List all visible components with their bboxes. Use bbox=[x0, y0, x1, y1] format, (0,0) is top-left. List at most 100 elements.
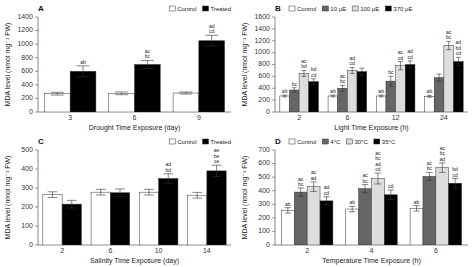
x-tick-label: 24 bbox=[440, 114, 448, 121]
bar bbox=[444, 46, 454, 113]
plot-marks bbox=[280, 41, 463, 112]
error-bar bbox=[427, 95, 432, 97]
annotation: adbdcd bbox=[456, 39, 462, 56]
annotation: adcd bbox=[407, 48, 413, 60]
x-tick-label: 2 bbox=[60, 247, 64, 254]
annotation: ab bbox=[282, 88, 288, 94]
error-bar bbox=[292, 88, 297, 93]
annotation-line: bd bbox=[301, 63, 307, 69]
y-tick bbox=[272, 76, 275, 77]
annotation-line: cd bbox=[209, 28, 215, 34]
legend-label: 30°C bbox=[354, 139, 368, 145]
bar bbox=[309, 82, 319, 112]
annotation-line: cd bbox=[350, 60, 356, 66]
bar bbox=[425, 96, 435, 112]
error-bar bbox=[413, 206, 419, 211]
legend-swatch bbox=[322, 6, 328, 11]
bar bbox=[346, 209, 359, 245]
legend-swatch bbox=[289, 139, 295, 144]
legend-swatch bbox=[352, 6, 358, 11]
error-bar bbox=[375, 173, 381, 184]
bar bbox=[405, 65, 415, 113]
y-axis-label: MDA level (nmol mg⁻¹ FW) bbox=[241, 23, 249, 107]
annotation: ab bbox=[80, 59, 86, 65]
bar bbox=[173, 93, 199, 112]
bar bbox=[307, 187, 320, 245]
bar bbox=[139, 192, 158, 245]
annotation-line: ab bbox=[285, 201, 291, 207]
legend-item: Control bbox=[169, 139, 196, 145]
y-tick-label: 800 bbox=[258, 60, 270, 67]
title: A bbox=[38, 4, 44, 13]
legend-swatch bbox=[169, 139, 175, 144]
y-tick bbox=[272, 88, 275, 89]
annotation-line: cd bbox=[375, 166, 381, 172]
legend-swatch bbox=[169, 6, 175, 11]
error-bar bbox=[141, 60, 154, 68]
legend-item: 10 μE bbox=[322, 6, 346, 12]
y-tick bbox=[272, 245, 275, 246]
x-tick-label: 6 bbox=[345, 114, 349, 121]
y-tick bbox=[272, 231, 275, 232]
annotation: aebece bbox=[214, 147, 220, 164]
y-tick bbox=[272, 17, 275, 18]
legend-item: 370 μE bbox=[385, 6, 412, 12]
annotation: acbc bbox=[298, 176, 304, 188]
legend-swatch bbox=[322, 139, 328, 144]
annotation: acad bbox=[311, 169, 317, 181]
y-tick-label: 1400 bbox=[17, 13, 33, 20]
error-bar bbox=[426, 172, 432, 180]
error-bar bbox=[437, 74, 442, 81]
bar bbox=[434, 78, 444, 112]
legend-swatch bbox=[374, 139, 380, 144]
annotation: ab bbox=[427, 88, 433, 94]
x-tick-label: 2 bbox=[305, 247, 309, 254]
error-bar bbox=[67, 200, 77, 208]
annotation-line: cd bbox=[407, 54, 413, 60]
error-bar bbox=[212, 165, 222, 176]
legend-label: Treated bbox=[211, 6, 231, 12]
bar bbox=[328, 96, 338, 112]
y-tick bbox=[35, 226, 38, 227]
bar bbox=[110, 193, 129, 245]
annotation-line: ab bbox=[80, 59, 86, 65]
annotation: acbc bbox=[427, 160, 433, 172]
legend-item: 100 μE bbox=[352, 6, 379, 12]
bar bbox=[159, 179, 178, 246]
bar bbox=[454, 62, 464, 112]
error-bar bbox=[115, 92, 128, 95]
y-tick-label: 1200 bbox=[17, 26, 33, 33]
error-bar bbox=[285, 208, 291, 213]
error-bar bbox=[51, 92, 64, 95]
annotation: adcd bbox=[324, 184, 330, 196]
x-axis-label: Light Time Exposure (h) bbox=[334, 124, 408, 132]
legend-item: 30°C bbox=[346, 139, 368, 145]
bar bbox=[43, 195, 62, 245]
bar bbox=[281, 210, 294, 245]
y-axis-line bbox=[38, 17, 39, 112]
plot-marks bbox=[281, 163, 461, 245]
legend-label: 10 μE bbox=[330, 6, 346, 12]
y-tick-label: 600 bbox=[258, 72, 270, 79]
annotation-line: ad bbox=[311, 175, 317, 181]
panel: 02004006008001000120014001600261224Light… bbox=[241, 4, 468, 132]
error-bar bbox=[48, 192, 58, 198]
error-bar bbox=[446, 41, 451, 49]
annotation: cd bbox=[388, 183, 394, 189]
annotation-line: bc bbox=[446, 34, 452, 40]
y-tick bbox=[272, 112, 275, 113]
annotation: ab bbox=[285, 201, 291, 207]
y-tick-label: 600 bbox=[258, 159, 270, 166]
bar bbox=[436, 168, 449, 245]
y-tick-label: 300 bbox=[258, 200, 270, 207]
y-tick bbox=[35, 57, 38, 58]
bar bbox=[396, 66, 406, 112]
x-tick-label: 14 bbox=[203, 247, 211, 254]
annotation-line: ab bbox=[414, 199, 420, 205]
bar bbox=[384, 195, 397, 245]
annotation: acbcad bbox=[439, 145, 445, 162]
title: B bbox=[275, 4, 281, 13]
legend-label: 370 μE bbox=[393, 6, 412, 12]
x-tick-label: 9 bbox=[197, 114, 201, 121]
y-tick bbox=[272, 28, 275, 29]
